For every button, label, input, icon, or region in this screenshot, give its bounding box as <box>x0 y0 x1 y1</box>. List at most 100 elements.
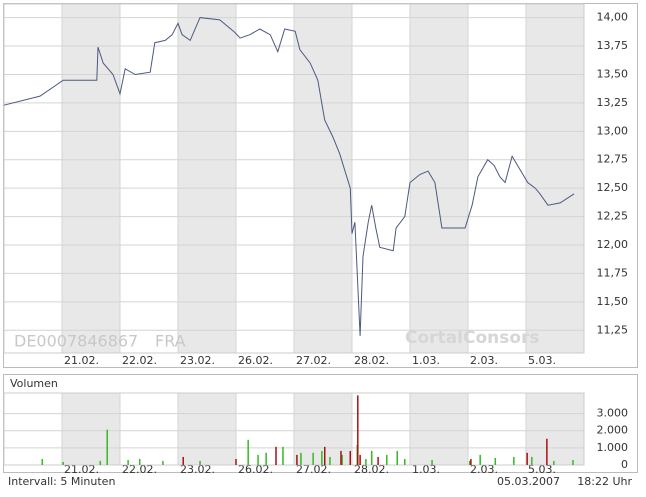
y-tick-label: 0 <box>621 458 628 471</box>
volume-bar <box>572 460 574 465</box>
volume-bar <box>396 450 398 465</box>
plot-border <box>3 392 585 466</box>
volume-bar <box>546 438 548 465</box>
volume-bar <box>494 457 497 465</box>
volume-bar <box>127 460 129 465</box>
volume-bar <box>235 459 237 465</box>
day-band <box>62 393 120 465</box>
volume-bar <box>321 450 323 465</box>
y-tick-label: 2.000 <box>597 424 629 437</box>
day-band <box>294 393 352 465</box>
time: 18:22 Uhr <box>577 475 632 488</box>
symbol: DE0007846867 <box>14 332 138 351</box>
x-tick-label: 5.03. <box>528 463 556 476</box>
volume-bar <box>138 459 141 465</box>
x-tick-label: 26.02. <box>238 354 273 367</box>
volume-bar <box>99 460 102 465</box>
y-tick-label: 11,75 <box>597 266 629 279</box>
volume-bar <box>377 456 379 465</box>
y-tick-label: 11,25 <box>597 323 629 336</box>
volume-bar <box>265 452 267 465</box>
volume-bar <box>282 446 284 465</box>
volume-bar <box>386 454 388 465</box>
exchange: FRA <box>155 332 186 351</box>
x-tick-label: 2.03. <box>470 463 498 476</box>
x-tick-label: 1.03. <box>412 463 440 476</box>
x-tick-label: 27.02. <box>296 463 331 476</box>
volume-bar <box>340 450 342 465</box>
volume-panel: 0 1.000 2.000 3.000 21.02. 22.02. 23.02. 26.02.… <box>3 392 629 476</box>
volume-bar <box>531 456 533 465</box>
volume-bar <box>257 454 259 465</box>
volume-bar <box>312 452 314 465</box>
day-band <box>410 393 468 465</box>
volume-bar <box>199 460 201 465</box>
volume-bar <box>365 459 367 465</box>
watermark: CortalConsors <box>405 328 540 348</box>
volume-bar <box>370 450 373 465</box>
volume-bar <box>323 446 326 465</box>
day-band <box>62 4 120 353</box>
y-tick-label: 12,00 <box>597 238 629 251</box>
day-band <box>294 4 352 353</box>
y-tick-label: 1.000 <box>597 441 629 454</box>
x-tick-label: 22.02. <box>122 463 157 476</box>
volume-bar <box>349 450 352 465</box>
x-tick-label: 23.02. <box>180 463 215 476</box>
x-tick-label: 21.02. <box>64 463 99 476</box>
x-tick-label: 23.02. <box>180 354 215 367</box>
volume-bar <box>182 456 184 465</box>
volume-bar <box>468 460 471 465</box>
x-tick-label: 1.03. <box>412 354 440 367</box>
date: 05.03.2007 <box>497 475 560 488</box>
y-tick-label: 14,00 <box>597 11 629 24</box>
volume-bar <box>300 452 302 465</box>
x-tick-label: 26.02. <box>238 463 273 476</box>
volume-bar <box>62 461 64 465</box>
volume-title: Volumen <box>10 377 58 390</box>
y-tick-label: 12,50 <box>597 181 629 194</box>
x-tick-label: 27.02. <box>296 354 331 367</box>
volume-bar <box>106 429 108 465</box>
volume-bar <box>526 452 528 465</box>
plot-border <box>3 3 585 354</box>
volume-bar <box>329 456 331 465</box>
day-band <box>178 4 236 353</box>
x-tick-label: 28.02. <box>354 354 389 367</box>
interval: Intervall: 5 Minuten <box>8 475 115 488</box>
volume-bar <box>341 454 343 465</box>
volume-bar <box>431 460 433 465</box>
day-band <box>526 393 584 465</box>
volume-bar <box>357 395 359 465</box>
x-tick-label: 28.02. <box>354 463 389 476</box>
y-tick-label: 12,75 <box>597 153 629 166</box>
price-panel: 11,25 11,50 11,75 12,00 12,25 12,50 12,75 13,00… <box>3 3 629 367</box>
y-tick-label: 13,50 <box>597 67 629 80</box>
volume-bar <box>470 459 472 465</box>
day-band <box>526 4 584 353</box>
y-tick-label: 13,75 <box>597 39 629 52</box>
price-line <box>3 17 575 336</box>
y-tick-label: 3.000 <box>597 407 629 420</box>
y-tick-label: 13,00 <box>597 124 629 137</box>
x-tick-label: 5.03. <box>528 354 556 367</box>
volume-bar <box>479 454 481 465</box>
day-band <box>410 4 468 353</box>
volume-bar <box>162 460 164 465</box>
y-tick-label: 11,50 <box>597 295 629 308</box>
x-tick-label: 21.02. <box>64 354 99 367</box>
x-tick-label: 2.03. <box>470 354 498 367</box>
day-band <box>178 393 236 465</box>
volume-bar <box>513 456 515 465</box>
volume-bar <box>296 454 298 465</box>
y-tick-label: 12,25 <box>597 210 629 223</box>
volume-bar <box>404 459 406 465</box>
y-tick-label: 13,25 <box>597 96 629 109</box>
volume-bar <box>553 460 555 465</box>
volume-bar <box>275 446 277 465</box>
volume-bar <box>247 439 249 465</box>
volume-bar <box>41 459 44 465</box>
x-tick-label: 22.02. <box>122 354 157 367</box>
